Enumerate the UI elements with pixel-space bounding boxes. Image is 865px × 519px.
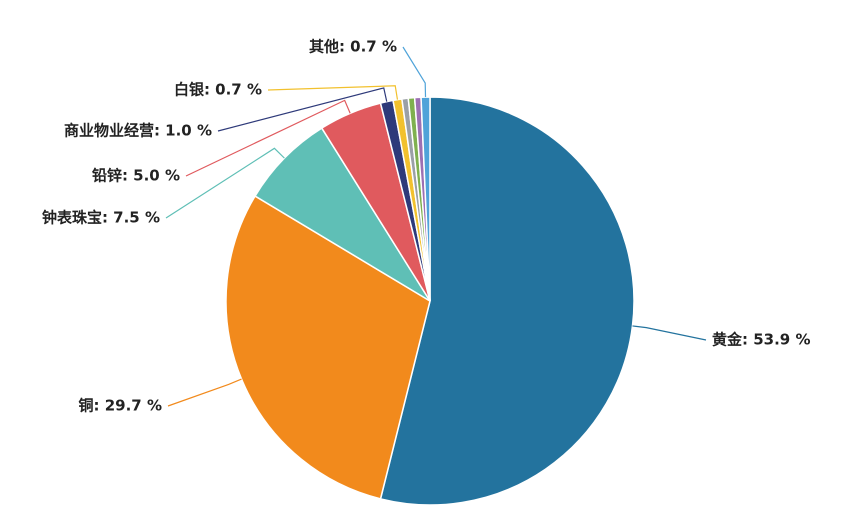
- slice-label: 商业物业经营: 1.0 %: [64, 122, 212, 140]
- slice-label: 铅锌: 5.0 %: [92, 167, 180, 185]
- leader-line: [267, 85, 399, 100]
- leader-line: [165, 147, 285, 219]
- leader-line: [632, 325, 707, 341]
- leader-line: [402, 46, 427, 98]
- leader-line: [185, 99, 351, 177]
- slice-label: 铜: 29.7 %: [79, 397, 162, 415]
- pie-slice: [225, 195, 431, 500]
- pie-slice: [254, 127, 431, 302]
- slice-label: 白银: 0.7 %: [174, 81, 262, 99]
- leader-line: [167, 378, 242, 407]
- slice-label: 其他: 0.7 %: [309, 38, 397, 56]
- pie-slice: [420, 96, 431, 302]
- slice-label: 钟表珠宝: 7.5 %: [42, 209, 160, 227]
- slice-label: 黄金: 53.9 %: [712, 331, 810, 349]
- leader-line: [217, 87, 388, 132]
- pie-slice: [379, 96, 635, 506]
